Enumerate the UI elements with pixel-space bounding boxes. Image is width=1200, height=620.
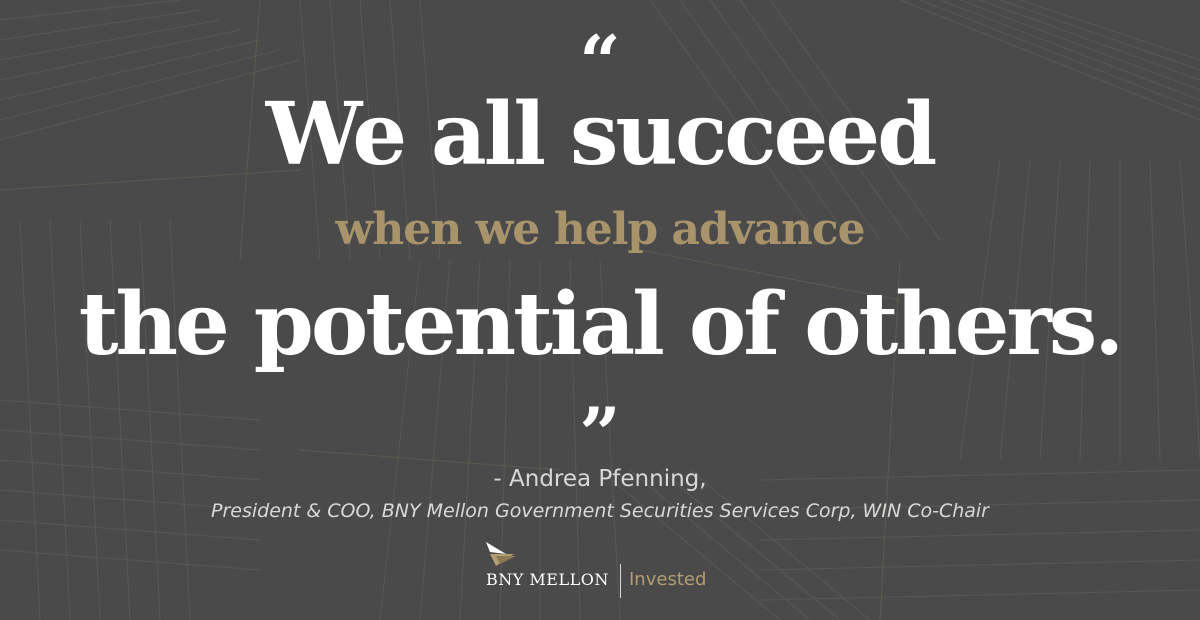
close-quote-mark: ” <box>579 391 621 476</box>
logo-tagline: Invested <box>629 569 707 590</box>
attribution-title: President & COO, BNY Mellon Government S… <box>211 500 989 522</box>
logo-divider <box>620 564 621 598</box>
logo-brand-name: BNY MELLON <box>486 570 609 589</box>
quote-line-1: We all succeed <box>265 84 937 185</box>
attribution-name: - Andrea Pfenning, <box>493 466 707 492</box>
quote-line-2-highlight: when we help advance <box>335 204 865 255</box>
open-quote-mark: “ <box>579 19 621 104</box>
bny-mellon-sail-icon <box>486 542 516 566</box>
quote-line-3: the potential of others. <box>78 274 1124 375</box>
bny-mellon-logo: BNY MELLON Invested <box>486 542 726 602</box>
